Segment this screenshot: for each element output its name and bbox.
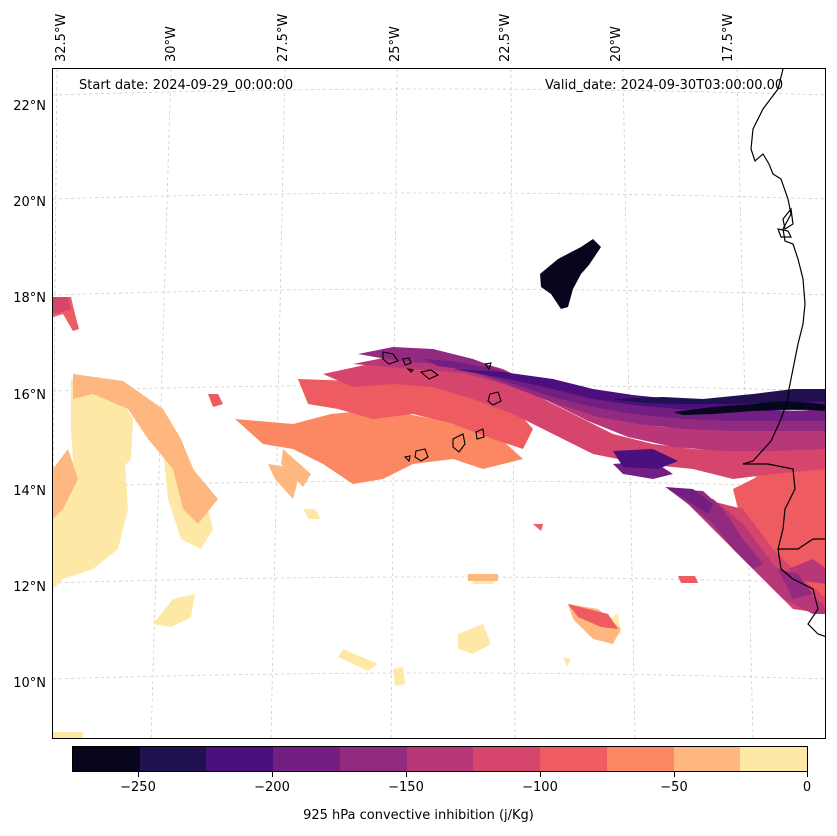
lat-label-18n: 18°N xyxy=(13,291,46,306)
colorbar-ticklabel-minus100: −100 xyxy=(522,780,558,795)
colorbar-ticklabel-minus50: −50 xyxy=(660,780,688,795)
lon-label-30w: 30°W xyxy=(164,26,179,62)
map-panel[interactable] xyxy=(52,68,826,739)
colorbar-swatch xyxy=(73,747,140,771)
cin-band-minus200-to-minus225 xyxy=(453,369,825,469)
lat-label-12n: 12°N xyxy=(13,580,46,595)
colorbar-swatch xyxy=(473,747,541,771)
lon-label-22-5w: 22.5°W xyxy=(498,13,513,62)
cape-verde-islands xyxy=(382,351,502,463)
start-date-label: Start date: 2024-09-29_00:00:00 xyxy=(79,78,294,93)
colorbar-tick xyxy=(406,772,407,777)
colorbar-ticklabel-minus200: −200 xyxy=(254,780,290,795)
colorbar-tick xyxy=(138,772,139,777)
colorbar-swatch xyxy=(540,747,607,771)
lon-label-25w: 25°W xyxy=(388,26,403,62)
colorbar-swatch xyxy=(273,747,340,771)
map-gridlines xyxy=(53,69,825,738)
colorbar-ticklabel-0: 0 xyxy=(802,780,812,795)
colorbar-swatch xyxy=(339,747,407,771)
cin-band-0-to-minus25 xyxy=(53,379,621,738)
lat-label-22n: 22°N xyxy=(13,99,46,114)
lat-label-14n: 14°N xyxy=(13,484,46,499)
lat-label-20n: 20°N xyxy=(13,195,46,210)
colorbar-ticklabel-minus250: −250 xyxy=(120,780,156,795)
lon-label-20w: 20°W xyxy=(609,26,624,62)
lon-label-32-5w: 32.5°W xyxy=(54,13,69,62)
colorbar-swatch xyxy=(606,747,674,771)
lon-label-17-5w: 17.5°W xyxy=(721,13,736,62)
colorbar-tick xyxy=(540,772,541,777)
lon-label-27-5w: 27.5°W xyxy=(276,13,291,62)
lat-label-10n: 10°N xyxy=(13,676,46,691)
colorbar-swatch xyxy=(740,747,808,771)
colorbar-swatch xyxy=(139,747,207,771)
colorbar-tick xyxy=(674,772,675,777)
colorbar-swatch xyxy=(673,747,741,771)
valid-date-label: Valid_date: 2024-09-30T03:00:00.00 xyxy=(545,78,784,93)
colorbar-swatch xyxy=(406,747,474,771)
colorbar-title: 925 hPa convective inhibition (j/Kg) xyxy=(303,808,534,823)
colorbar-tick xyxy=(807,772,808,777)
colorbar-ticklabel-minus150: −150 xyxy=(388,780,424,795)
colorbar-swatch xyxy=(206,747,274,771)
cin-band-below-minus250 xyxy=(540,239,825,415)
colorbar-tick xyxy=(272,772,273,777)
colorbar xyxy=(72,746,808,772)
cin-field-map xyxy=(53,69,825,738)
coastline xyxy=(742,69,825,637)
cin-band-minus225-to-minus250 xyxy=(613,389,825,404)
lat-label-16n: 16°N xyxy=(13,388,46,403)
